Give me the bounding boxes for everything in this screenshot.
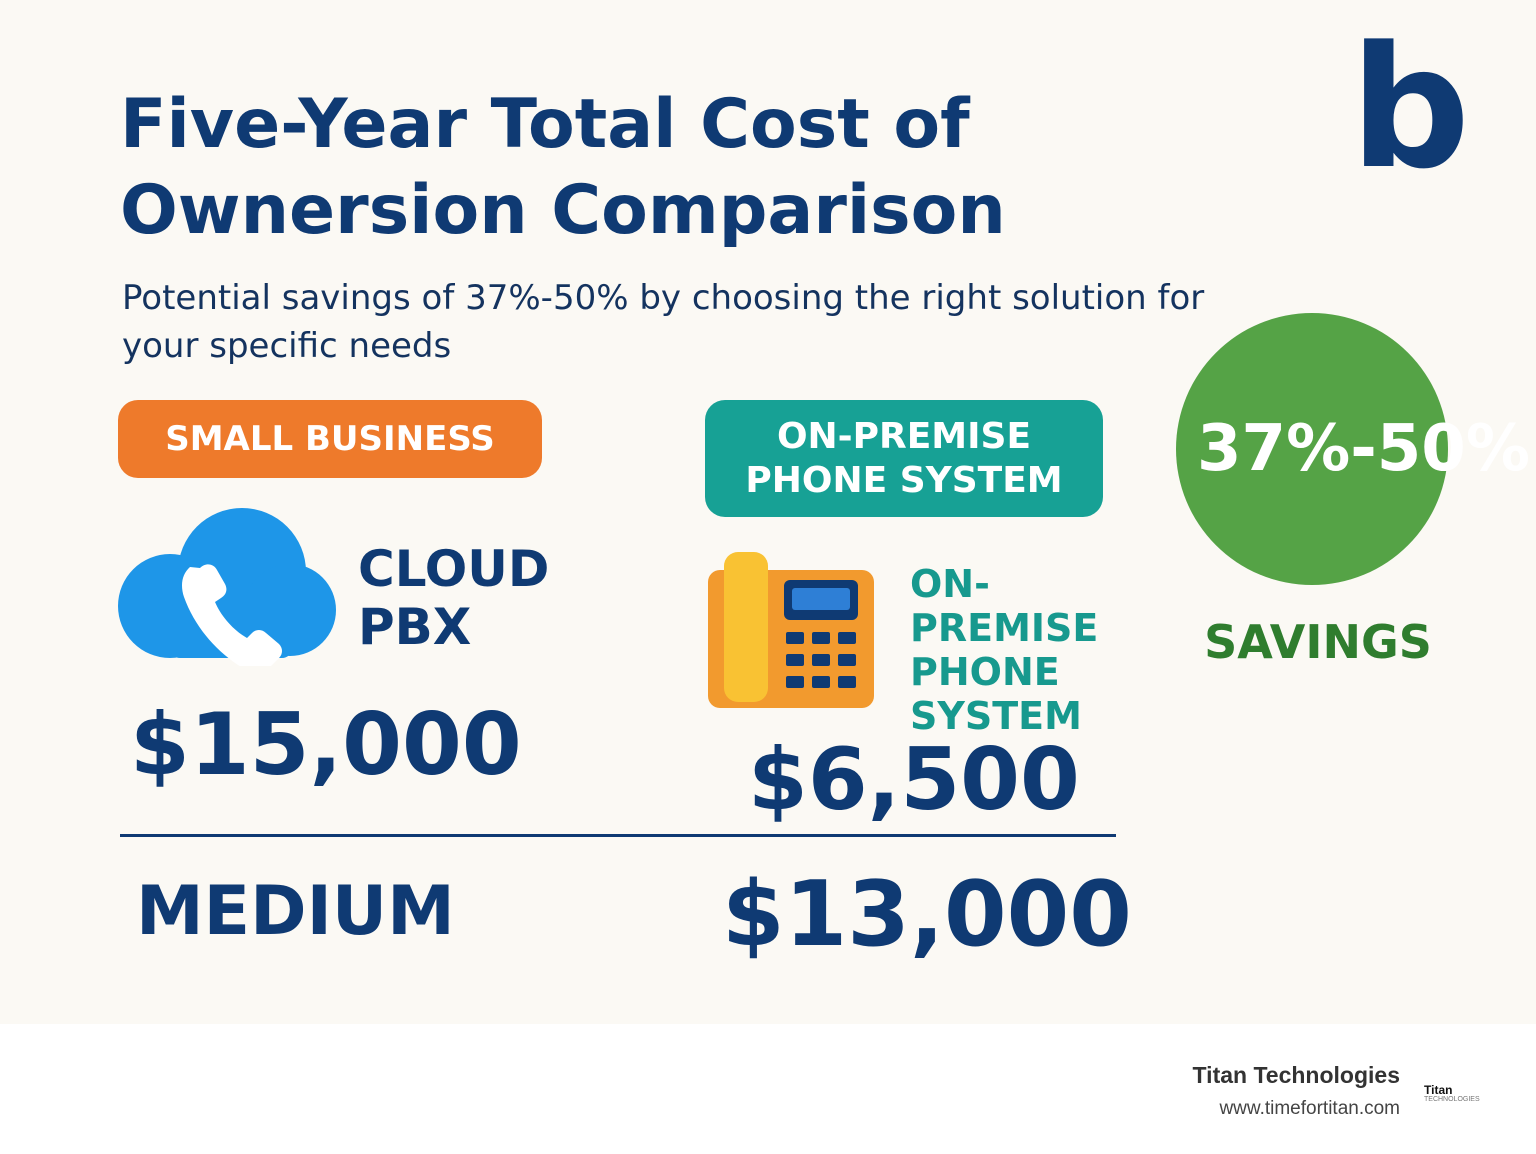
savings-percent: 37%-50% [1197,412,1530,486]
desk-phone-icon [708,552,874,708]
on-premise-badge: ON-PREMISE PHONE SYSTEM [705,400,1103,517]
medium-onprem-price: $13,000 [722,862,1132,967]
titan-logo-subtext: TECHNOLOGIES [1424,1096,1480,1103]
cloud-pbx-label: CLOUD PBX [358,540,550,656]
cloud-phone-icon [118,508,336,666]
page-subtitle: Potential savings of 37%-50% by choosing… [122,278,1205,366]
small-business-label: SMALL BUSINESS [165,419,495,459]
medium-label: MEDIUM [136,872,455,951]
small-business-onprem-price: $6,500 [748,730,1080,830]
on-premise-label: ON-PREMISE PHONE SYSTEM [910,562,1099,738]
titan-logo-text: Titan [1424,1083,1453,1097]
brand-logo: b [1350,10,1471,206]
footer-url[interactable]: www.timefortitan.com [1219,1098,1400,1119]
page-title: Five-Year Total Cost of Ownersion Compar… [120,85,1006,250]
savings-circle: 37%-50% [1176,313,1530,585]
savings-label: SAVINGS [1204,615,1432,669]
infographic-canvas: Five-Year Total Cost of Ownersion Compar… [0,0,1536,1024]
titan-logo: Titan TECHNOLOGIES [1424,1084,1524,1110]
footer-company: Titan Technologies [1192,1062,1400,1088]
small-business-badge: SMALL BUSINESS [118,400,542,478]
divider-line [120,834,1116,837]
on-premise-badge-label: ON-PREMISE PHONE SYSTEM [745,415,1063,501]
small-business-cloud-price: $15,000 [130,695,522,795]
